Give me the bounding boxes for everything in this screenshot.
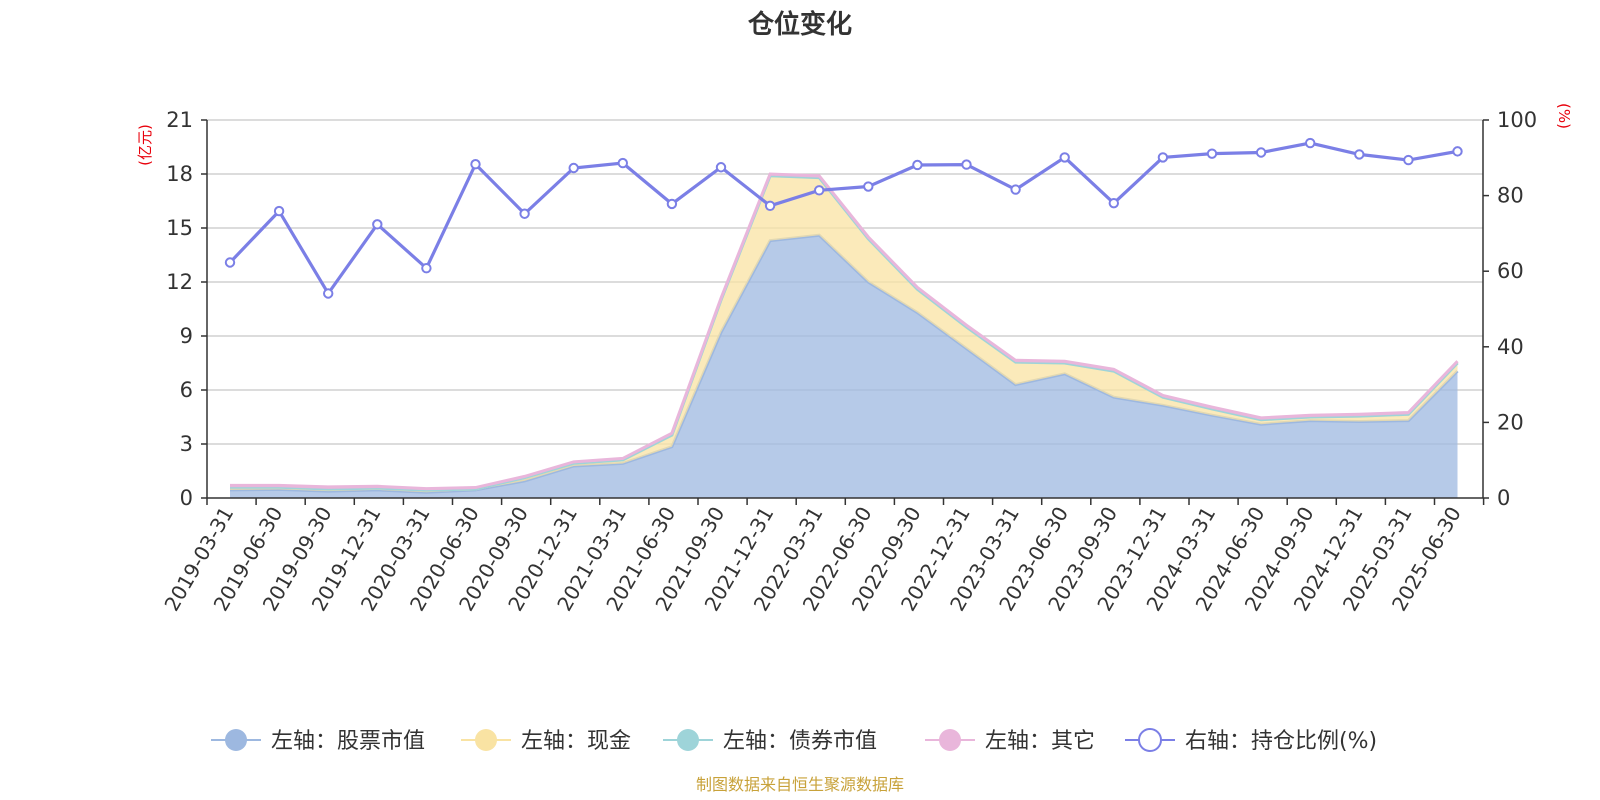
legend-marker: [225, 729, 247, 751]
legend-label: 左轴：现金: [521, 729, 631, 754]
legend-label: 左轴：其它: [985, 729, 1095, 754]
ratio-point: [863, 181, 874, 192]
legend-item-4[interactable]: 右轴：持仓比例(%): [1125, 728, 1377, 754]
ratio-point: [1059, 152, 1070, 163]
ratio-point: [715, 162, 727, 173]
area-series-0: [230, 235, 1458, 498]
ratio-point: [323, 288, 334, 299]
ratio-point: [1157, 152, 1169, 163]
stacked-areas: [229, 172, 1459, 498]
chart-title: 仓位变化: [747, 9, 852, 40]
legend-marker: [677, 729, 699, 751]
ratio-point: [224, 257, 236, 268]
legend-label: 左轴：债券市值: [723, 729, 877, 754]
left-tick-label: 21: [166, 108, 193, 132]
left-tick-label: 9: [180, 324, 193, 348]
ratio-point: [617, 157, 628, 169]
ratio-point: [1403, 154, 1414, 166]
ratio-point: [666, 198, 678, 210]
right-tick-label: 80: [1497, 184, 1524, 208]
ratio-point: [814, 185, 825, 196]
legend-item-0[interactable]: 左轴：股票市值: [211, 729, 425, 754]
ratio-point: [1354, 149, 1365, 160]
ratio-point: [421, 262, 432, 274]
ratio-point: [470, 159, 481, 170]
area-edge-series-3: [230, 172, 1459, 491]
right-axis-unit: (%): [1555, 103, 1573, 129]
ratio-point: [519, 208, 530, 219]
left-tick-label: 18: [166, 162, 193, 186]
ratio-point: [1255, 147, 1267, 158]
left-tick-label: 12: [166, 270, 193, 294]
legend-marker: [1138, 728, 1162, 752]
legend-label: 左轴：股票市值: [271, 729, 425, 754]
ratio-point: [273, 205, 285, 217]
right-tick-label: 60: [1497, 259, 1524, 283]
ratio-point: [1206, 148, 1218, 159]
ratio-point: [568, 162, 579, 174]
legend-item-2[interactable]: 左轴：债券市值: [663, 729, 877, 754]
ratio-line-path: [228, 141, 1458, 297]
ratio-point: [1010, 184, 1021, 195]
data-source-note: 制图数据来自恒生聚源数据库: [696, 775, 904, 794]
legend-label: 右轴：持仓比例(%): [1185, 729, 1377, 754]
area-series-1: [230, 175, 1458, 493]
legend-item-3[interactable]: 左轴：其它: [925, 729, 1095, 754]
legend-item-1[interactable]: 左轴：现金: [461, 729, 631, 754]
ratio-point: [912, 159, 923, 171]
legend-marker: [939, 729, 961, 751]
ratio-point: [764, 200, 776, 212]
ratio-point: [1452, 146, 1463, 157]
right-tick-label: 20: [1497, 410, 1524, 434]
legend: 左轴：股票市值 左轴：现金 左轴：债券市值 左轴：其它 右轴：持仓比例(%): [211, 728, 1377, 754]
ratio-point: [1108, 197, 1120, 209]
left-tick-label: 6: [180, 378, 193, 402]
left-tick-label: 0: [180, 486, 193, 510]
legend-marker: [475, 729, 497, 751]
left-tick-label: 15: [166, 216, 193, 240]
ratio-line: [224, 137, 1463, 299]
left-axis-unit: (亿元): [136, 124, 154, 166]
right-tick-label: 40: [1497, 335, 1524, 359]
right-tick-label: 100: [1497, 108, 1537, 132]
ratio-point: [1305, 137, 1316, 149]
right-tick-label: 0: [1497, 486, 1510, 510]
ratio-point: [372, 219, 383, 230]
ratio-point: [961, 159, 972, 170]
area-edge-series-0: [229, 233, 1459, 494]
left-tick-label: 3: [180, 432, 193, 456]
